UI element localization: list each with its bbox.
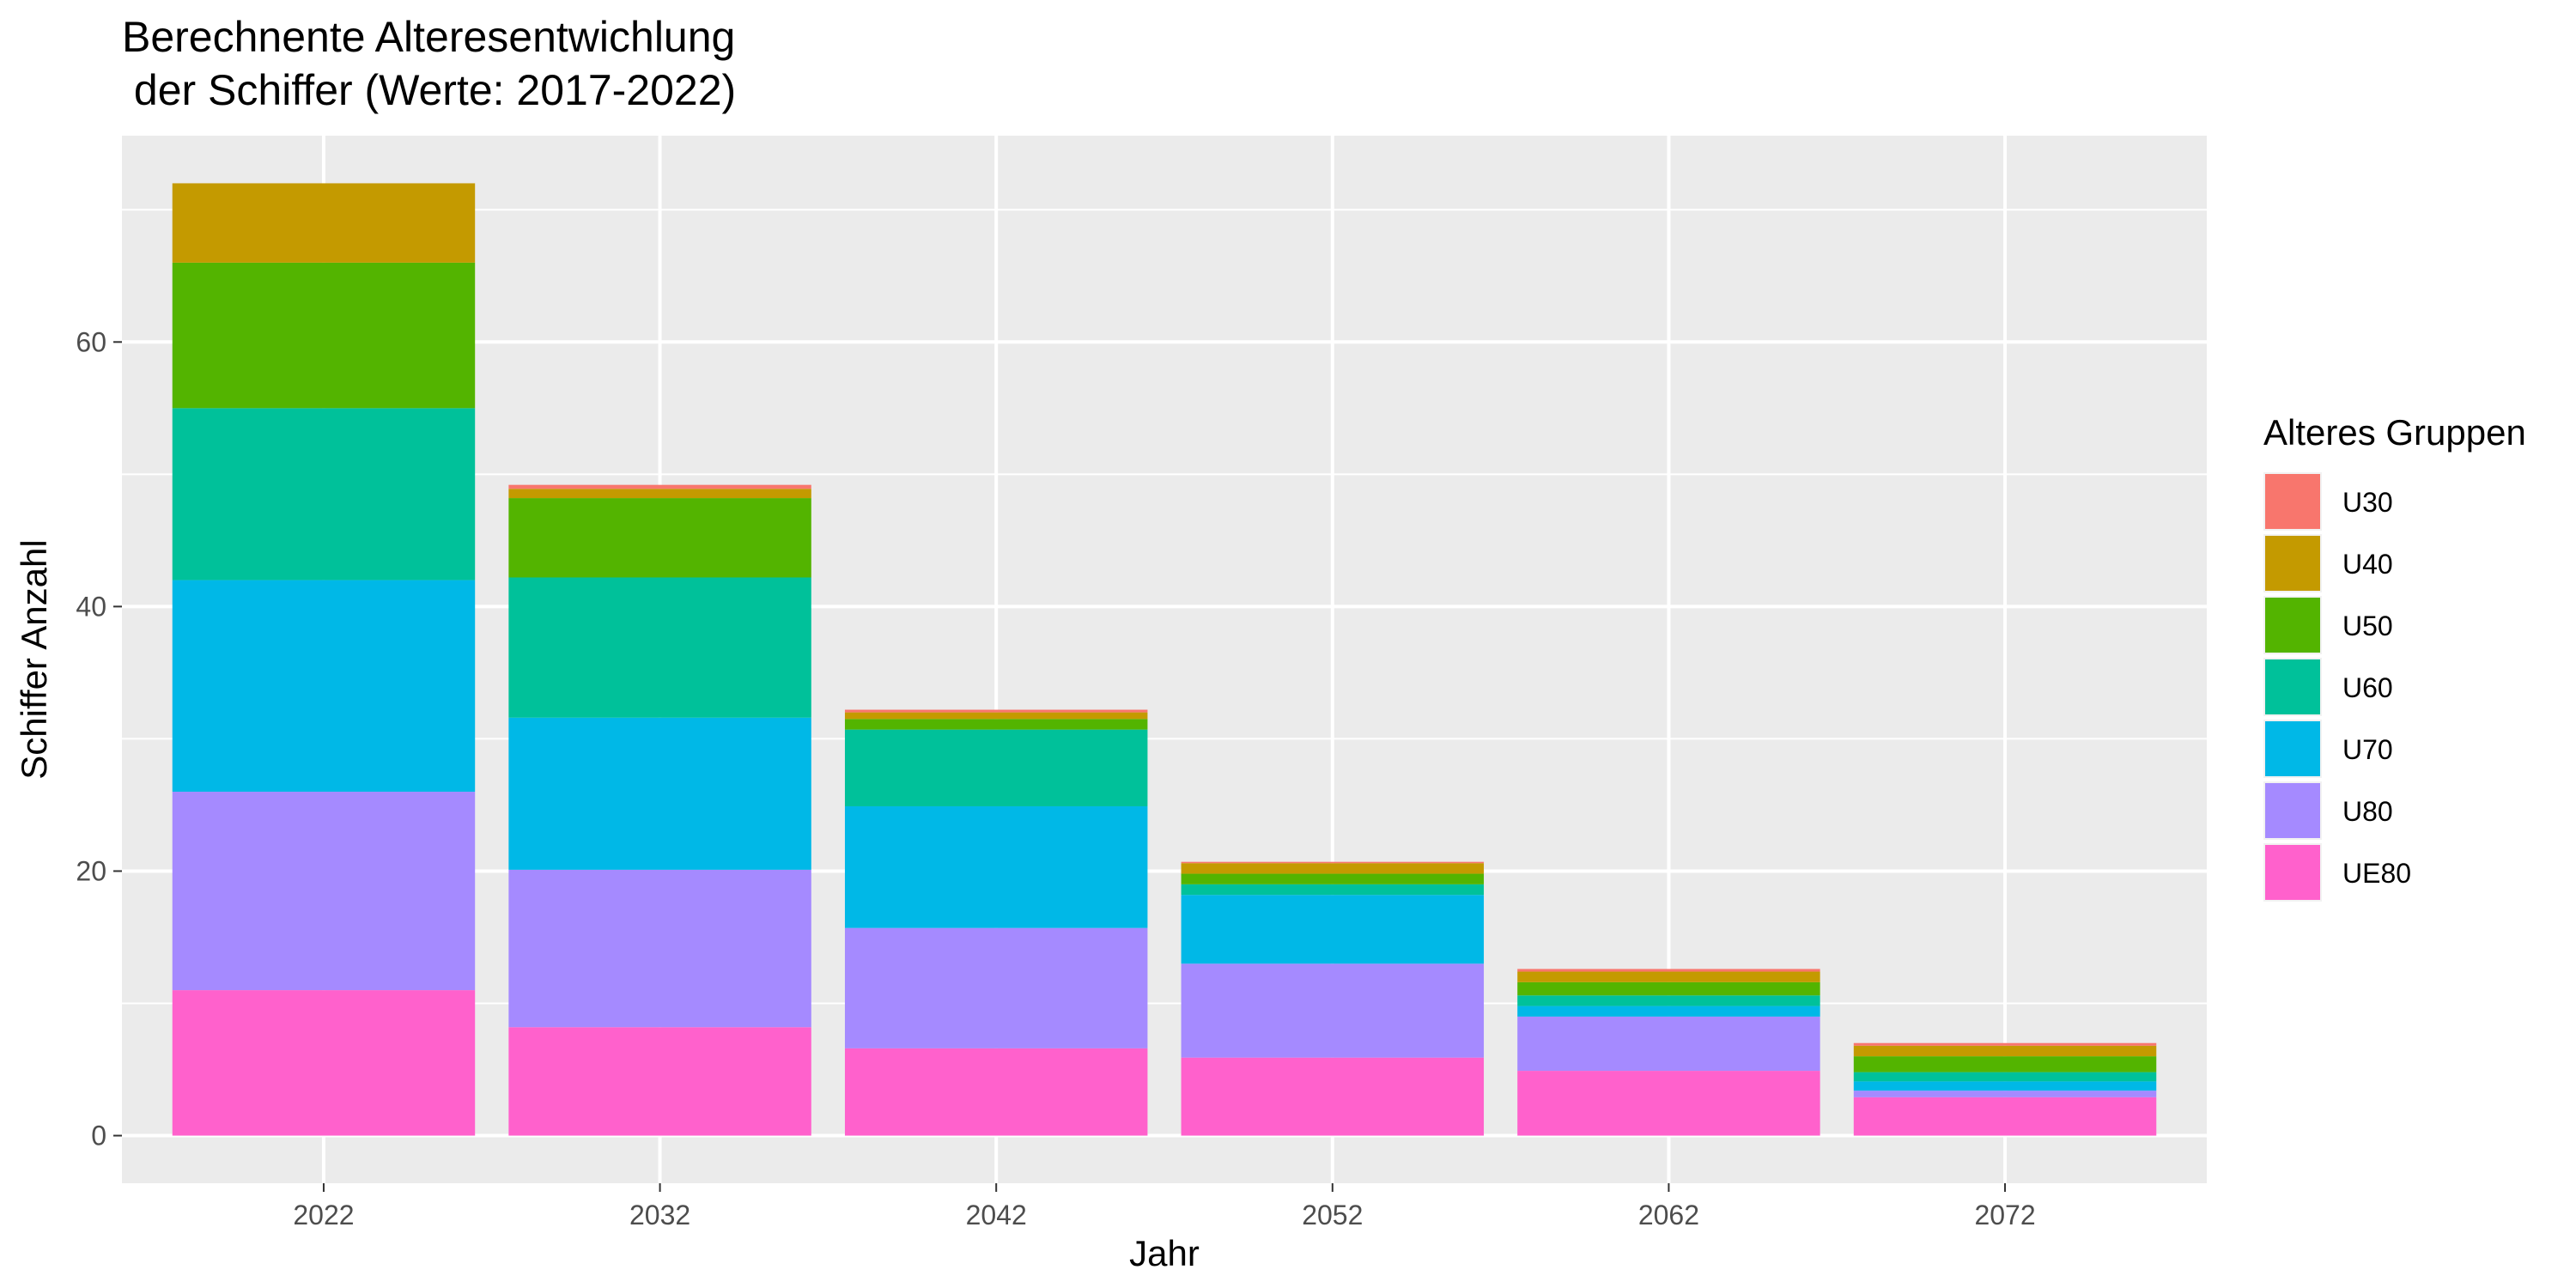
- y-tick-label: 20: [76, 855, 106, 886]
- bar-segment-u70-2022: [172, 580, 476, 793]
- bar-segment-u70-2062: [1517, 1005, 1820, 1017]
- bar-segment-u80-2072: [1853, 1091, 2157, 1097]
- bar-segment-ue80-2032: [508, 1027, 811, 1136]
- bars: [172, 183, 2157, 1136]
- bar-segment-u80-2032: [508, 869, 811, 1028]
- legend-label-u70: U70: [2342, 734, 2393, 765]
- legend-swatch-u40: [2265, 536, 2320, 591]
- axes: 0 20 40 60 2022 2032 2042 2052 2062 2072: [76, 326, 2035, 1230]
- legend-swatch-u50: [2265, 598, 2320, 653]
- bar-segment-u50-2052: [1181, 873, 1485, 884]
- bar-segment-u30-2052: [1181, 861, 1485, 864]
- legend-swatch-u80: [2265, 783, 2320, 838]
- bar-segment-u70-2072: [1853, 1081, 2157, 1091]
- bar-segment-u40-2022: [172, 183, 476, 263]
- x-tick-label: 2032: [629, 1200, 690, 1230]
- bar-segment-ue80-2052: [1181, 1057, 1485, 1136]
- x-axis-title: Jahr: [1129, 1233, 1200, 1273]
- legend-label-u60: U60: [2342, 672, 2393, 703]
- bar-segment-u30-2072: [1853, 1042, 2157, 1046]
- legend: Alteres Gruppen U30 U40 U50 U60 U70 U80 UE80: [2263, 412, 2526, 902]
- x-tick-label: 2022: [293, 1200, 354, 1230]
- legend-swatch-u60: [2265, 659, 2320, 714]
- bar-segment-u50-2072: [1853, 1056, 2157, 1072]
- legend-label-u30: U30: [2342, 487, 2393, 518]
- legend-title: Alteres Gruppen: [2263, 412, 2526, 453]
- legend-swatch-u30: [2265, 474, 2320, 529]
- legend-label-u80: U80: [2342, 796, 2393, 827]
- bar-segment-ue80-2062: [1517, 1071, 1820, 1136]
- x-tick-label: 2042: [966, 1200, 1027, 1230]
- legend-label-u50: U50: [2342, 611, 2393, 641]
- y-tick-label: 40: [76, 591, 106, 622]
- chart-title-line-2: der Schiffer (Werte: 2017-2022): [122, 66, 736, 114]
- bar-segment-ue80-2042: [844, 1048, 1148, 1136]
- bar-segment-u40-2052: [1181, 863, 1485, 874]
- y-tick-label: 60: [76, 326, 106, 357]
- bar-segment-u80-2022: [172, 792, 476, 991]
- bar-segment-u60-2042: [844, 729, 1148, 806]
- y-tick-label: 0: [91, 1121, 106, 1151]
- bar-segment-u40-2042: [844, 712, 1148, 720]
- bar-segment-u60-2022: [172, 408, 476, 580]
- bar-segment-ue80-2072: [1853, 1097, 2157, 1136]
- bar-segment-u60-2052: [1181, 884, 1485, 896]
- bar-segment-u70-2042: [844, 805, 1148, 928]
- bar-segment-u70-2052: [1181, 895, 1485, 964]
- bar-segment-u80-2052: [1181, 963, 1485, 1058]
- bar-segment-u30-2062: [1517, 969, 1820, 972]
- bar-segment-u60-2062: [1517, 995, 1820, 1006]
- bar-segment-u50-2022: [172, 262, 476, 409]
- bar-segment-u60-2072: [1853, 1072, 2157, 1082]
- y-axis-title: Schiffer Anzahl: [14, 539, 54, 779]
- x-tick-label: 2072: [1974, 1200, 2035, 1230]
- bar-segment-u40-2032: [508, 489, 811, 499]
- bar-segment-u30-2042: [844, 709, 1148, 713]
- bar-segment-u80-2042: [844, 927, 1148, 1048]
- bar-segment-u30-2032: [508, 484, 811, 489]
- legend-label-u40: U40: [2342, 549, 2393, 580]
- bar-segment-u50-2042: [844, 719, 1148, 730]
- bar-segment-ue80-2022: [172, 990, 476, 1136]
- bar-segment-u40-2062: [1517, 971, 1820, 982]
- bar-segment-u80-2062: [1517, 1016, 1820, 1072]
- bar-segment-u40-2072: [1853, 1045, 2157, 1057]
- chart-title-line-1: Berechnente Alteresentwichlung: [122, 13, 735, 61]
- bar-segment-u50-2062: [1517, 981, 1820, 996]
- x-tick-label: 2052: [1302, 1200, 1363, 1230]
- bar-segment-u50-2032: [508, 498, 811, 578]
- legend-swatch-ue80: [2265, 845, 2320, 900]
- legend-label-ue80: UE80: [2342, 858, 2411, 889]
- bar-segment-u70-2032: [508, 717, 811, 870]
- x-tick-label: 2062: [1638, 1200, 1699, 1230]
- bar-segment-u60-2032: [508, 577, 811, 718]
- legend-swatch-u70: [2265, 721, 2320, 776]
